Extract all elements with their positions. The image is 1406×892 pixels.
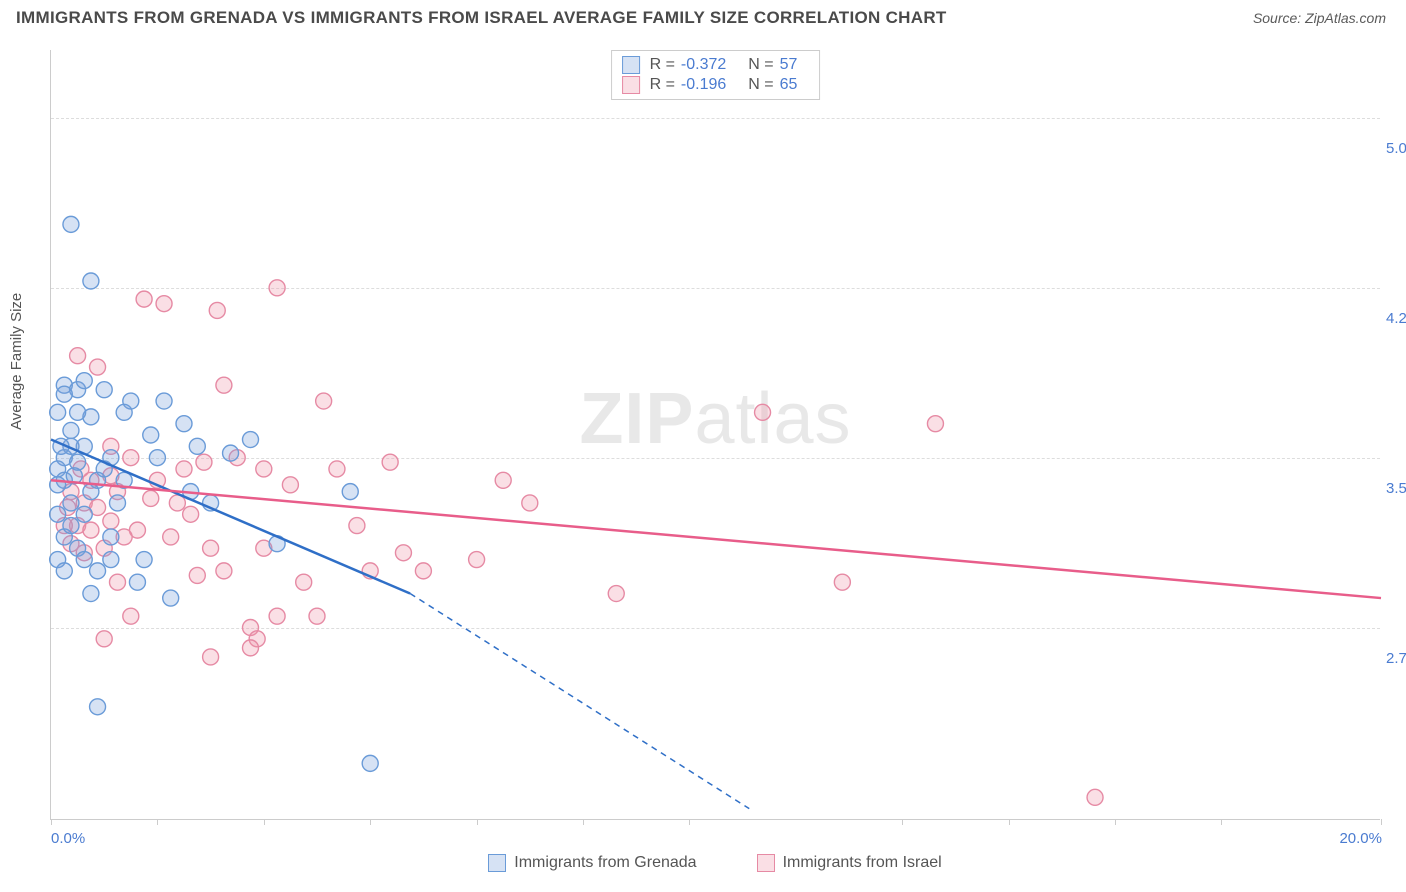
y-axis-label: Average Family Size <box>8 293 25 430</box>
chart-source: Source: ZipAtlas.com <box>1253 10 1386 26</box>
n-label: N = <box>748 56 773 74</box>
n-value-israel: 65 <box>780 76 798 94</box>
stats-row-grenada: R = -0.372 N = 57 <box>622 55 810 75</box>
legend-label: Immigrants from Israel <box>783 854 942 872</box>
swatch-israel <box>622 76 640 94</box>
r-label: R = <box>650 76 675 94</box>
scatter-svg <box>51 50 1380 819</box>
n-label: N = <box>748 76 773 94</box>
r-label: R = <box>650 56 675 74</box>
swatch-israel <box>757 854 775 872</box>
r-value-israel: -0.196 <box>681 76 726 94</box>
swatch-grenada <box>488 854 506 872</box>
x-axis-max-label: 20.0% <box>1339 830 1382 847</box>
legend-item-israel: Immigrants from Israel <box>757 854 942 872</box>
correlation-stats-legend: R = -0.372 N = 57 R = -0.196 N = 65 <box>611 50 821 100</box>
series-legend: Immigrants from Grenada Immigrants from … <box>50 854 1380 872</box>
legend-label: Immigrants from Grenada <box>514 854 696 872</box>
swatch-grenada <box>622 56 640 74</box>
chart-plot-area: ZIPatlas 2.753.504.255.00 R = -0.372 N =… <box>50 50 1380 820</box>
chart-title: IMMIGRANTS FROM GRENADA VS IMMIGRANTS FR… <box>16 8 947 28</box>
x-axis-min-label: 0.0% <box>51 830 85 847</box>
r-value-grenada: -0.372 <box>681 56 726 74</box>
chart-header: IMMIGRANTS FROM GRENADA VS IMMIGRANTS FR… <box>0 0 1406 32</box>
legend-item-grenada: Immigrants from Grenada <box>488 854 696 872</box>
stats-row-israel: R = -0.196 N = 65 <box>622 75 810 95</box>
n-value-grenada: 57 <box>780 56 798 74</box>
